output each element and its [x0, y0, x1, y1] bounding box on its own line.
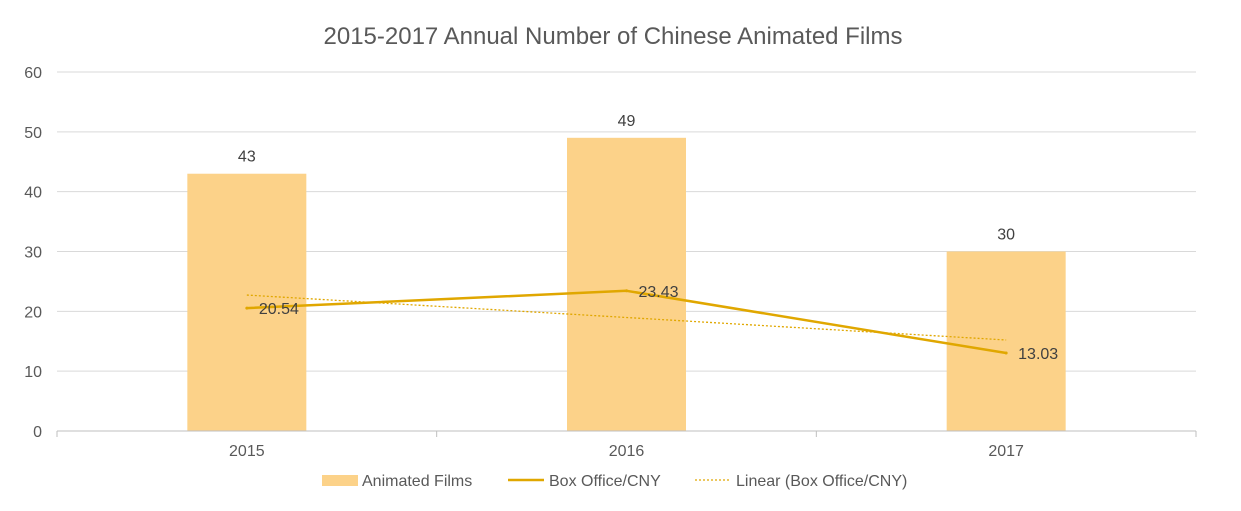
- legend-label-linear-trend: Linear (Box Office/CNY): [736, 473, 907, 490]
- line-series: [245, 289, 1008, 355]
- legend-label-animated-films: Animated Films: [362, 473, 472, 490]
- chart-title: 2015-2017 Annual Number of Chinese Anima…: [324, 23, 903, 50]
- y-tick-label: 40: [24, 185, 42, 202]
- line-point: [1004, 351, 1008, 355]
- y-tick-label: 60: [24, 65, 42, 82]
- y-axis: 0 10 20 30 40 50 60: [24, 65, 42, 441]
- x-axis: 2015 2016 2017: [56, 430, 1197, 460]
- bar-data-label: 30: [997, 227, 1015, 244]
- line-point: [245, 306, 249, 310]
- line-data-label: 23.43: [639, 284, 679, 301]
- x-tick-label: 2016: [609, 443, 645, 460]
- bar-data-label: 49: [618, 113, 636, 130]
- bar: [567, 137, 686, 432]
- line-data-label: 13.03: [1018, 346, 1058, 363]
- legend: Animated Films Box Office/CNY Linear (Bo…: [322, 473, 907, 490]
- legend-swatch-animated-films: [322, 475, 358, 486]
- y-tick-label: 0: [33, 424, 42, 441]
- y-tick-label: 50: [24, 125, 42, 142]
- legend-label-box-office: Box Office/CNY: [549, 473, 661, 490]
- x-tick-label: 2017: [988, 443, 1024, 460]
- y-tick-label: 20: [24, 304, 42, 321]
- bar-series: [187, 137, 1066, 432]
- line-point: [625, 289, 628, 293]
- y-tick-label: 30: [24, 245, 42, 262]
- y-tick-label: 10: [24, 364, 42, 381]
- data-labels: 43 49 30 20.54 23.43 13.03: [238, 113, 1058, 363]
- bar-data-label: 43: [238, 149, 256, 166]
- bar: [187, 173, 307, 431]
- line-data-label: 20.54: [259, 301, 299, 318]
- x-tick-label: 2015: [229, 443, 265, 460]
- bar: [946, 251, 1066, 431]
